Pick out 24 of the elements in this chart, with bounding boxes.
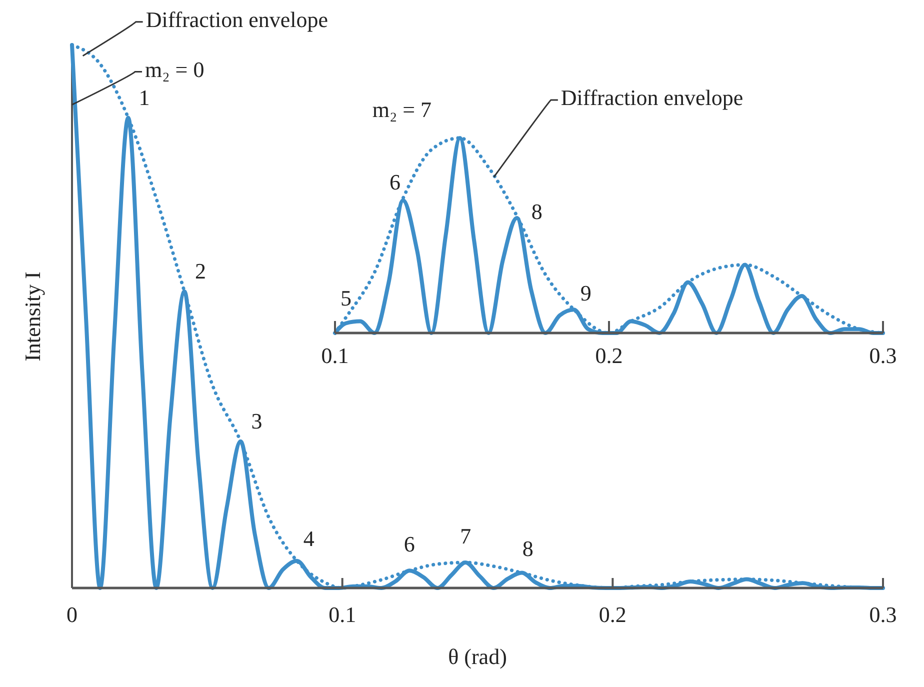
annotation: 6 <box>389 169 400 194</box>
annotation: 6 <box>404 532 415 557</box>
annotation: 3 <box>251 408 262 434</box>
annotation: Diffraction envelope <box>560 85 744 110</box>
x-tick-label: 0.1 <box>321 343 349 368</box>
annotation: 4 <box>303 526 314 551</box>
annotation: 5 <box>340 285 352 310</box>
x-tick-label: 0 <box>66 602 78 627</box>
x-axis-title: θ (rad) <box>448 644 507 669</box>
annotation: m₂ = 7 <box>372 97 432 122</box>
annotation: m₂ = 0 <box>145 56 204 82</box>
annotation: 1 <box>138 84 150 110</box>
x-tick-label: 0.2 <box>595 343 623 368</box>
annotation: 7 <box>460 524 472 549</box>
y-axis-title: Intensity I <box>20 272 45 362</box>
x-tick-label: 0.3 <box>869 343 897 368</box>
annotation: 8 <box>531 198 542 224</box>
x-tick-label: 0.3 <box>869 602 897 627</box>
annotation: 8 <box>522 536 534 561</box>
annotation: 9 <box>580 280 592 306</box>
annotation: Diffraction envelope <box>146 6 328 32</box>
x-tick-label: 0.1 <box>328 602 356 627</box>
x-tick-label: 0.2 <box>598 602 626 627</box>
annotation: 2 <box>194 258 206 284</box>
